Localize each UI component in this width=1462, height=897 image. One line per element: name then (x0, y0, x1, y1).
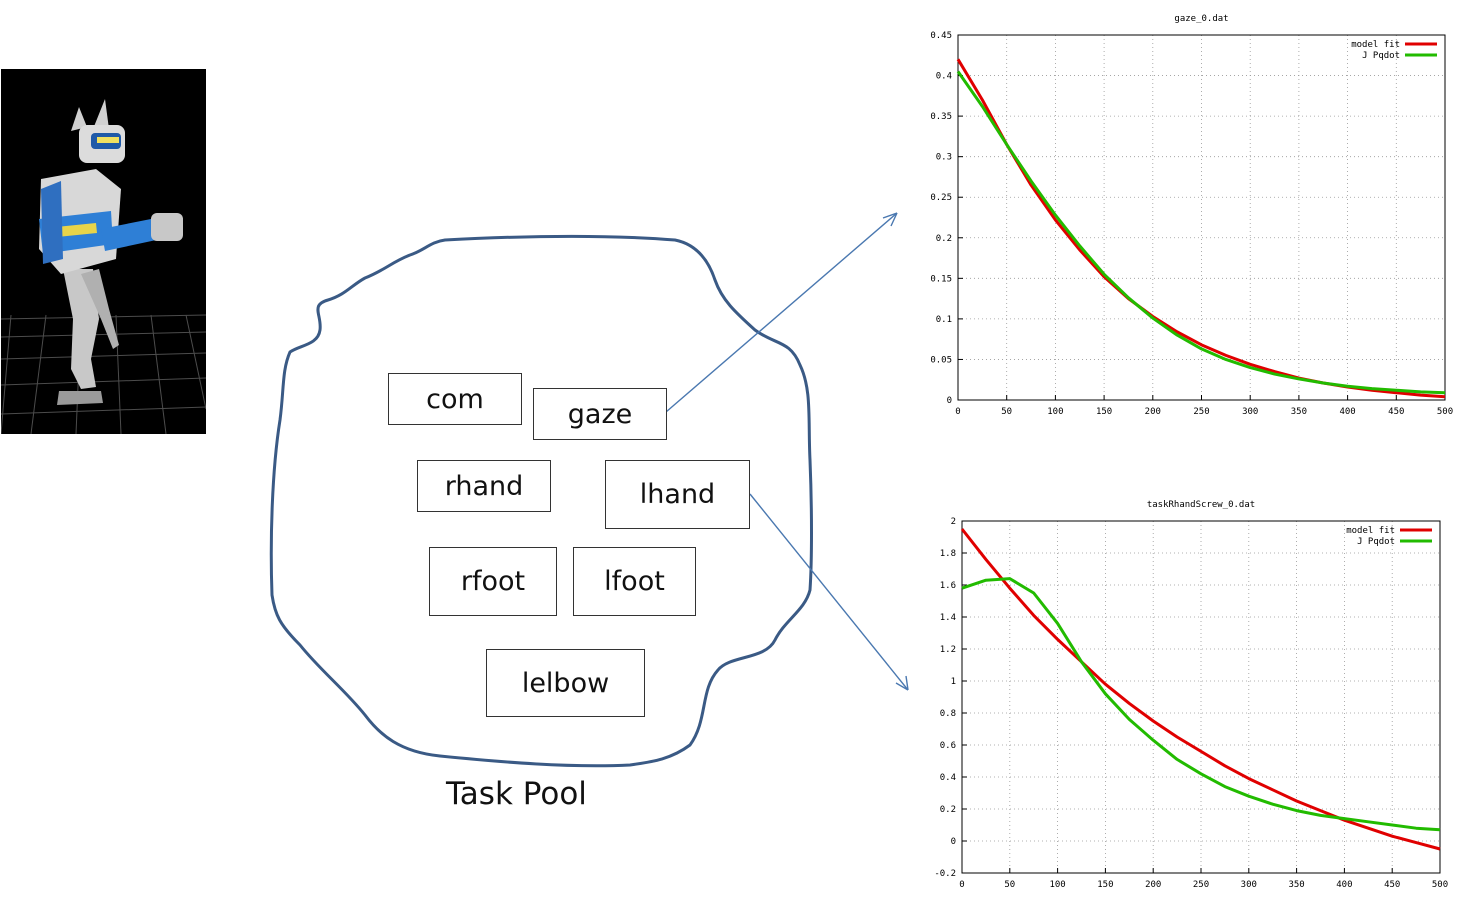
x-tick-label: 400 (1339, 407, 1355, 417)
arrow-head (882, 212, 898, 227)
legend-label: J Pqdot (1362, 51, 1400, 61)
y-tick-label: 1.6 (940, 581, 956, 591)
chart-task-rhand-screw: taskRhandScrew_0.dat 0 50 100 150 200 250 300 35… (934, 500, 1448, 890)
y-tick-label: 0.4 (940, 773, 956, 783)
y-tick-label: 0.4 (936, 72, 952, 82)
humanoid-robot-icon (1, 99, 206, 434)
y-tick-label: 1.2 (940, 645, 956, 655)
series-line-model-fit (960, 528, 1441, 851)
task-rfoot: rfoot (429, 547, 557, 616)
x-tick-label: 0 (955, 407, 960, 417)
y-tick-label: 0 (951, 837, 956, 847)
x-tick-label: 350 (1291, 407, 1307, 417)
x-tick-label: 450 (1384, 880, 1400, 890)
arrow-head (895, 675, 909, 691)
y-tick-label: 0.45 (930, 31, 952, 41)
series-line-j-pqdot (956, 70, 1446, 395)
chart-title: gaze_0.dat (1174, 14, 1228, 24)
y-tick-label: -0.2 (934, 869, 956, 879)
arrow-gaze-to-chart (665, 212, 898, 413)
x-tick-label: 300 (1242, 407, 1258, 417)
x-tick-label: 400 (1336, 880, 1352, 890)
y-tick-label: 0.35 (930, 112, 952, 122)
y-tick-label: 0.25 (930, 193, 952, 203)
x-tick-label: 450 (1388, 407, 1404, 417)
arrow-lhand-to-chart (749, 493, 909, 691)
y-tick-label: 0.2 (940, 805, 956, 815)
plot-frame (957, 34, 1446, 401)
task-pool-outline (269, 234, 813, 768)
y-tick-label: 0.2 (936, 234, 952, 244)
legend-label: model fit (1346, 526, 1395, 536)
x-tick-label: 500 (1432, 880, 1448, 890)
x-tick-label: 200 (1145, 880, 1161, 890)
series-line-j-pqdot (961, 577, 1441, 832)
x-tick-label: 300 (1241, 880, 1257, 890)
x-tick-label: 0 (959, 880, 964, 890)
y-tick-label: 0.15 (930, 274, 952, 284)
task-lhand: lhand (605, 460, 750, 529)
y-tick-label: 0 (947, 396, 952, 406)
series-line-model-fit (956, 58, 1446, 399)
y-tick-label: 0.8 (940, 709, 956, 719)
legend-label: J Pqdot (1357, 537, 1395, 547)
x-tick-label: 350 (1288, 880, 1304, 890)
y-tick-label: 1 (951, 677, 956, 687)
legend-label: model fit (1351, 40, 1400, 50)
y-tick-label: 0.3 (936, 153, 952, 163)
y-tick-label: 2 (951, 517, 956, 527)
task-lfoot: lfoot (573, 547, 696, 616)
task-lelbow: lelbow (486, 649, 645, 717)
x-tick-label: 150 (1097, 880, 1113, 890)
x-tick-label: 250 (1193, 407, 1209, 417)
y-tick-label: 0.05 (930, 355, 952, 365)
task-pool-label: Task Pool (446, 776, 587, 812)
x-tick-label: 100 (1047, 407, 1063, 417)
y-tick-label: 0.1 (936, 315, 952, 325)
task-gaze: gaze (533, 388, 667, 440)
y-tick-label: 0.6 (940, 741, 956, 751)
y-tick-label: 1.4 (940, 613, 956, 623)
y-tick-label: 1.8 (940, 549, 956, 559)
x-tick-label: 250 (1193, 880, 1209, 890)
x-tick-label: 500 (1437, 407, 1453, 417)
x-tick-label: 200 (1145, 407, 1161, 417)
chart-title: taskRhandScrew_0.dat (1147, 500, 1255, 510)
x-tick-label: 100 (1049, 880, 1065, 890)
chart-gaze: gaze_0.dat 0 50 100 150 200 250 300 350 400 450 500… (930, 14, 1453, 417)
x-tick-label: 50 (1004, 880, 1015, 890)
task-rhand: rhand (417, 460, 551, 512)
robot-simulation-view (1, 69, 206, 434)
x-tick-label: 150 (1096, 407, 1112, 417)
x-tick-label: 50 (1001, 407, 1012, 417)
plot-frame (961, 520, 1441, 874)
task-com: com (388, 373, 522, 425)
